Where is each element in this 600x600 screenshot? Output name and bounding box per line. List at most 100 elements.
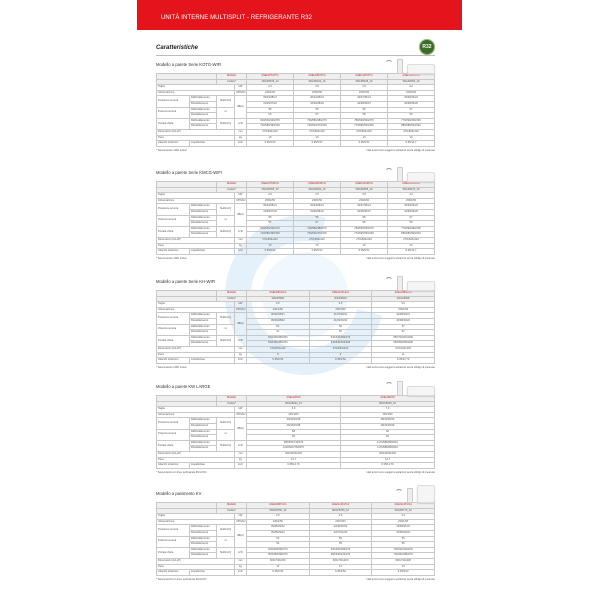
value: 6.35/9.52 <box>246 140 294 147</box>
model-name: ASEH09KHCA <box>246 290 310 297</box>
section-title: Modello a parete KW LARGE <box>156 384 211 389</box>
disclaimer-text: I dati tecnici sono soggetti a variazion… <box>365 148 435 152</box>
value: 6.35/9.52 <box>308 357 373 364</box>
table-row: Riscaldamento 55 57 58 59 <box>157 112 435 119</box>
product-section: Modello a parete Serie KH-WIFI Modello AS… <box>156 276 435 369</box>
section-title: Modello a pavimento KV <box>156 491 202 496</box>
value: 48/42/35/29 <box>340 417 435 424</box>
unit: SH/H/L/Q <box>216 203 235 216</box>
value: 9 <box>246 351 310 359</box>
unit: SH/H/L/Q <box>216 524 235 537</box>
page-banner: UNITÀ INTERNE MULTISPLIT - REFRIGERANTE … <box>137 0 462 30</box>
label-riscaldamento: Riscaldamento <box>189 423 217 430</box>
label-potenza: Potenza sonora <box>156 535 190 548</box>
table-row: Portata d'aria Raffreddamento SH/H/L/Q m³/h… <box>156 439 435 452</box>
value: 6.35/12.70 <box>371 357 435 364</box>
value: 530/460/380/250 <box>246 334 310 342</box>
unit: SH/H/L/Q <box>216 225 235 238</box>
label-riscaldamento: Riscaldamento <box>189 329 217 336</box>
product-code: 3NGF8250_10 <box>387 78 435 86</box>
label-modello: Modello <box>216 290 247 297</box>
banner-title: UNITÀ INTERNE MULTISPLIT - REFRIGERANTE … <box>161 15 313 21</box>
unit-inch: inch <box>234 357 247 364</box>
specs-table: Modello ASEH07KOTG ASEH09KOTG ASEH12KOTG ASE… <box>156 73 435 147</box>
unit: m³/h <box>234 334 247 347</box>
value: 6.35/9.52 <box>340 140 388 147</box>
unit: dB(A) <box>234 417 247 441</box>
unit: SH/H/L/Q <box>216 546 235 559</box>
footnote-text: * Telecomando e WiFi inclusi <box>156 365 187 369</box>
value: 6.35/12.7 <box>387 248 435 255</box>
value: 270x834x222 <box>246 345 310 353</box>
label-potenza: Potenza sonora <box>156 323 190 336</box>
value: 320x1150x246 <box>340 450 435 458</box>
value: 60 <box>340 428 435 436</box>
label-pressione: Pressione sonora <box>156 203 190 216</box>
page-heading: Caratteristiche <box>156 45 199 51</box>
disclaimer-text: I dati tecnici sono soggetti a variazion… <box>365 256 435 260</box>
section-title: Modello a parete Serie KH-WIFI <box>156 279 216 284</box>
unit: SH/H/L/Q <box>216 334 235 347</box>
value: 6.35/9.52 <box>293 140 341 147</box>
product-icons <box>395 485 435 503</box>
table-row: Attacchi tubazioni Liquido/Gas inch 6.35/9.… <box>156 569 435 576</box>
product-icons <box>385 273 435 291</box>
table-row: Attacchi tubazioni Liquido/Gas inch 6.35/9.… <box>156 140 435 147</box>
specs-table: Modello AGEG09KVCA AGEG12KVCA AGEG14KVCA Cod… <box>156 502 435 576</box>
unit-alim: V/Ph/Hz <box>234 197 247 205</box>
label-riscaldamento: Riscaldamento <box>189 445 217 452</box>
value: 6.35/9.52 <box>246 569 310 576</box>
value: 42/38/33/21 <box>371 312 435 319</box>
value: 59 <box>387 112 435 119</box>
unit-alim: V/Ph/Hz <box>234 306 247 314</box>
table-row: Taglia kW 6.0 7.0 <box>156 406 435 413</box>
label-attacchi: Attacchi tubazioni <box>156 569 190 576</box>
unit: SH/H/L/Q <box>216 312 235 325</box>
table-row: Dimensioni (AxLxP) mm 320x1150x246 320x1150… <box>156 450 435 458</box>
specs-table: Modello ASEH09KHCA ASEH12KHCA ASEH18KHCA Cod… <box>156 290 435 364</box>
table-row: Taglia kW 2.0 2.5 3.5 4.2 <box>156 84 435 91</box>
table-row: Peso kg 13.7 13.7 <box>156 456 435 464</box>
table-row: Codice* 3NGF8235_10 3NGF8240_10 3NGF8245_10… <box>156 78 435 86</box>
value: 230/1/50 <box>246 306 310 314</box>
value: 57 <box>371 323 435 331</box>
label-liquido-gas: Liquido/Gas <box>189 140 235 147</box>
table-footnote: * Telecomando e WiFi inclusi I dati tecni… <box>156 257 435 260</box>
value: 57 <box>387 106 435 114</box>
value: 39/33/28/22 <box>246 318 310 325</box>
product-section: Modello a pavimento KV Modello AGEG09KVCA… <box>156 485 435 581</box>
unit: dB(A) <box>234 203 247 227</box>
unit-alim: V/Ph/Hz <box>234 89 247 97</box>
table-row: Dimensioni (AxLxP) mm 270x834x222 270x834x2… <box>156 345 435 353</box>
label-pressione: Pressione sonora <box>156 95 190 108</box>
label-attacchi: Attacchi tubazioni <box>156 140 190 147</box>
value: 1170/980/800/610 <box>340 439 435 447</box>
table-row: Pressione sonora Raffreddamento SH/H/L/Q dB… <box>156 312 435 336</box>
value: 2.6 <box>246 301 310 308</box>
footnote-text: * Telecomando con timer settimanale INCL… <box>156 577 207 581</box>
remote-control-icon <box>397 59 403 74</box>
table-row: Modello ASEH07KOTG ASEH09KOTG ASEH12KOTG ASE… <box>156 73 435 80</box>
value: 230/1/50 <box>340 411 435 419</box>
label-liquido-gas: Liquido/Gas <box>189 462 235 469</box>
table-row: Attacchi tubazioni Liquido/Gas inch 6.35/9.… <box>156 248 435 255</box>
remote-control-icon <box>397 276 403 291</box>
unit-inch: inch <box>234 462 247 469</box>
indoor-unit-image <box>417 485 435 503</box>
unit: m³/h <box>234 117 247 130</box>
product-code: 3NGF8008 <box>371 295 435 303</box>
value: 950/800/650/290 <box>371 340 435 347</box>
table-footnote: * Telecomando con timer settimanale INCL… <box>156 578 435 581</box>
label-codice: Codice* <box>216 295 247 303</box>
label-portata: Portata d'aria <box>156 117 190 130</box>
table-row: Modello ASEH09KHCA ASEH12KHCA ASEH18KHCA <box>156 290 435 297</box>
unit: dB(A) <box>234 312 247 336</box>
table-row: Riscaldamento 530/460/380/250 640/540/420/… <box>157 340 435 347</box>
label-liquido-gas: Liquido/Gas <box>189 357 235 364</box>
wifi-icon <box>385 60 393 68</box>
unit: H <box>216 214 235 227</box>
table-footnote: * Telecomando e WiFi inclusi I dati tecni… <box>156 149 435 152</box>
label-portata: Portata d'aria <box>156 334 190 347</box>
disclaimer-text: I dati tecnici sono soggetti a variazion… <box>365 577 435 581</box>
unit-mm: mm <box>234 345 247 353</box>
